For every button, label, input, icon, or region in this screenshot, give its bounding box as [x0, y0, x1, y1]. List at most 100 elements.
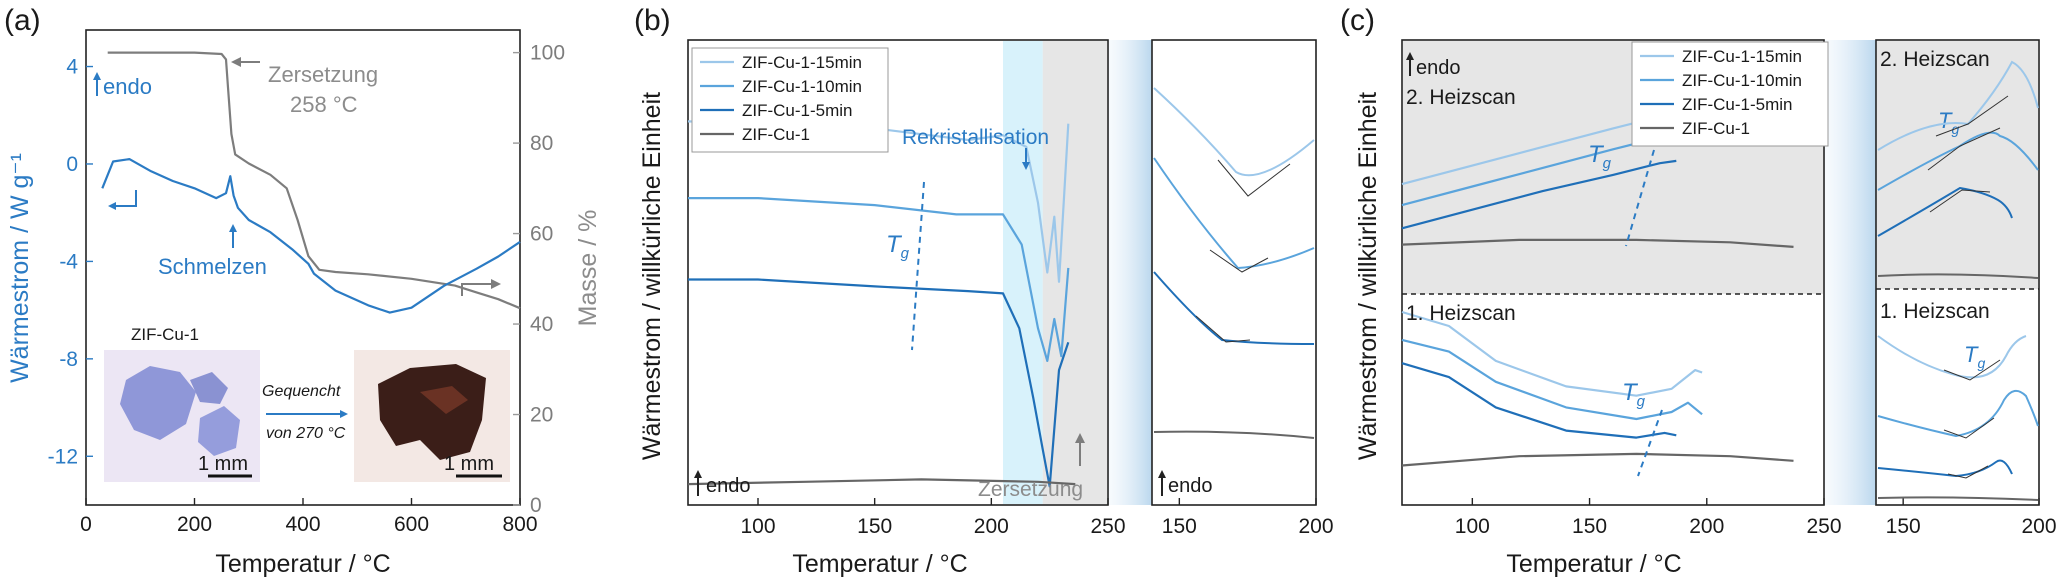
- panel-a-series: [101, 51, 521, 314]
- a-x-tick-label: 800: [502, 513, 537, 536]
- b-zoom-x-tick-label: 200: [1298, 515, 1333, 538]
- panel-b-zoom-connector: [1108, 40, 1152, 505]
- c-series-line: [1401, 452, 1794, 467]
- b-series-line: [688, 197, 1070, 362]
- b-legend-label: ZIF-Cu-1-15min: [742, 53, 862, 72]
- c-series-line: [1401, 238, 1794, 248]
- panel-c-zoom-upper-zif: [1877, 273, 2039, 279]
- c-legend-label: ZIF-Cu-1-10min: [1682, 71, 1802, 90]
- panel-c-zoom-upper-10min: [1877, 131, 2039, 191]
- c-zoom-x-tick-label: 150: [1886, 515, 1921, 538]
- panel-c-frame: [1401, 39, 1825, 506]
- b-x-tick-label: 200: [974, 515, 1009, 538]
- c-legend-label: ZIF-Cu-1-5min: [1682, 95, 1793, 114]
- panel-a-scale1: 1 mm: [198, 453, 248, 475]
- panel-c-series: [1401, 106, 1794, 467]
- panel-a-xlabel: Temperatur / °C: [215, 550, 390, 578]
- panel-a-x-ticks: 0 200 400 600 800: [80, 498, 538, 536]
- panel-a-ylabel-right: Masse / %: [574, 210, 602, 327]
- c-legend-label: ZIF-Cu-1-15min: [1682, 47, 1802, 66]
- panel-c-zoom-tangent-lower-5: [1947, 465, 1989, 479]
- a-y-left-tick-label: -8: [59, 348, 78, 371]
- panel-c-zoom-tangent-upper-15: [1935, 95, 2009, 137]
- a-x-tick-label: 400: [285, 513, 320, 536]
- panel-b-zoom-tangent-10min: [1209, 249, 1269, 273]
- panel-b-recrystallization-band: [1003, 41, 1043, 504]
- panel-c-zoom-tangent-lower-10: [1943, 417, 1995, 439]
- panel-b-zoom-curve-10min: [1153, 157, 1315, 270]
- panel-a-von: von 270 °C: [266, 425, 346, 442]
- panel-b-label: (b): [634, 4, 671, 37]
- panel-b-zoom-endo-label: endo: [1168, 475, 1213, 497]
- panel-c-tg-marker-lower: [1637, 409, 1663, 477]
- b-x-tick-label: 100: [740, 515, 775, 538]
- panel-b-zoom-curve-zif: [1153, 430, 1315, 439]
- panel-b-frame: [687, 39, 1109, 506]
- panel-c-zoom-tangent-upper-5: [1929, 189, 1991, 213]
- panel-c-zoom-connector: [1824, 40, 1876, 505]
- a-y-right-tick-label: 80: [530, 132, 553, 155]
- panel-a-y-left-ticks: 4 0 -4 -8 -12: [48, 56, 93, 468]
- panel-c-x-ticks: 100 150 200 250: [1455, 498, 1842, 538]
- a-y-right-tick-label: 20: [530, 404, 553, 427]
- c-x-tick-label: 250: [1806, 515, 1841, 538]
- a-y-right-tick-label: 60: [530, 223, 553, 246]
- b-legend-label: ZIF-Cu-1: [742, 125, 810, 144]
- panel-a: (a) 0 200 400 600 800 40-4-8-12 100806040200…: [4, 4, 602, 578]
- a-y-left-tick-label: 0: [66, 153, 78, 176]
- panel-b-zoom-curve-5min: [1153, 271, 1315, 345]
- a-y-right-tick-label: 40: [530, 313, 553, 336]
- b-series-line: [687, 478, 1076, 486]
- a-y-right-tick-label: 100: [530, 42, 565, 65]
- panel-c-zoom-upper-5min: [1877, 186, 2013, 237]
- c-series-line: [1401, 310, 1703, 397]
- panel-c-zoom-tg-lower: Tg: [1964, 342, 1985, 371]
- panel-a-zersetzung-temp: 258 °C: [290, 92, 358, 117]
- b-zoom-x-tick-label: 150: [1162, 515, 1197, 538]
- panel-a-dsc-axis-arrow: [108, 190, 137, 210]
- panel-a-ylabel-left: Wärmestrom / W g⁻¹: [6, 153, 34, 383]
- panel-a-scale2: 1 mm: [444, 453, 494, 475]
- panel-c: (c) 100 150 200 250 Temperatur / °C Wärmest…: [1340, 4, 2057, 578]
- c-x-tick-label: 200: [1689, 515, 1724, 538]
- panel-b-ylabel: Wärmestrom / willkürliche Einheit: [638, 92, 666, 460]
- panel-b-tg: Tg: [886, 231, 910, 262]
- c-series-line: [1401, 338, 1703, 421]
- a-x-tick-label: 200: [177, 513, 212, 536]
- panel-c-heizscan2: 2. Heizscan: [1406, 86, 1516, 109]
- panel-c-legend: ZIF-Cu-1-15min ZIF-Cu-1-10min ZIF-Cu-1-5mi…: [1631, 41, 1829, 147]
- panel-b: (b) 100 150 200 250 Temperatur / °C Wärmest…: [634, 4, 1334, 578]
- b-x-tick-label: 250: [1090, 515, 1125, 538]
- a-x-tick-label: 600: [394, 513, 429, 536]
- panel-a-tga-axis-arrow: [461, 279, 501, 296]
- panel-b-xlabel: Temperatur / °C: [792, 550, 967, 578]
- a-tga-mass-line: [107, 51, 521, 310]
- panel-a-photo-glass: [354, 350, 510, 482]
- a-x-tick-label: 0: [80, 513, 92, 536]
- panel-c-zoom-tangent-lower-15: [1943, 359, 2001, 381]
- c-series-line: [1401, 362, 1677, 439]
- panel-c-zoom-heizscan2: 2. Heizscan: [1880, 48, 1990, 71]
- panel-b-zoom-x-ticks: 150 200: [1162, 498, 1334, 538]
- panel-c-tg-upper: Tg: [1588, 141, 1612, 172]
- panel-b-x-ticks: 100 150 200 250: [740, 498, 1126, 538]
- b-legend-label: ZIF-Cu-1-5min: [742, 101, 853, 120]
- panel-c-ylabel: Wärmestrom / willkürliche Einheit: [1354, 92, 1382, 460]
- panel-c-zoom-lower-zif: [1877, 496, 2039, 501]
- a-y-left-tick-label: 4: [66, 56, 78, 79]
- panel-c-tg-lower: Tg: [1622, 379, 1646, 410]
- panel-b-tg-marker: [911, 181, 925, 351]
- panel-a-y-right-ticks: 100 80 60 40 20 0: [513, 42, 565, 517]
- panel-a-endo-label: endo: [103, 74, 152, 99]
- panel-b-zoom-tangent-5min: [1195, 315, 1251, 343]
- panel-c-xlabel: Temperatur / °C: [1506, 550, 1681, 578]
- panel-b-zoom-tangent-15min: [1217, 159, 1291, 197]
- panel-a-schmelzen-label: Schmelzen: [158, 254, 267, 279]
- panel-c-zoom-tangent-upper-10: [1927, 127, 2001, 171]
- panel-a-zersetzung-label: Zersetzung: [268, 62, 378, 87]
- panel-a-sample-label: ZIF-Cu-1: [131, 325, 199, 344]
- panel-c-label: (c): [1340, 4, 1375, 37]
- panel-c-endo-label: endo: [1416, 57, 1461, 79]
- c-zoom-x-tick-label: 200: [2021, 515, 2056, 538]
